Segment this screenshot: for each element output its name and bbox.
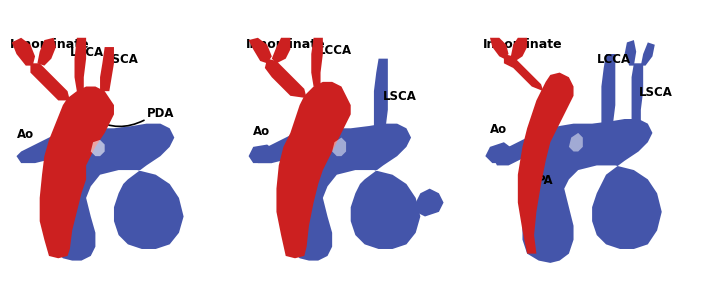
Polygon shape xyxy=(504,54,544,91)
Polygon shape xyxy=(272,38,290,63)
Polygon shape xyxy=(276,82,351,258)
Polygon shape xyxy=(253,124,420,261)
Polygon shape xyxy=(311,38,323,87)
Text: Ao: Ao xyxy=(490,123,507,136)
Text: LCCA: LCCA xyxy=(70,46,104,59)
Polygon shape xyxy=(77,110,91,128)
Text: PA: PA xyxy=(49,169,66,182)
Text: LSCA: LSCA xyxy=(383,90,417,103)
Polygon shape xyxy=(100,47,114,91)
Polygon shape xyxy=(37,38,56,66)
Polygon shape xyxy=(490,38,508,59)
Text: Innominate: Innominate xyxy=(9,38,89,51)
Polygon shape xyxy=(518,73,574,254)
Polygon shape xyxy=(332,138,346,156)
Text: LSCA: LSCA xyxy=(639,86,672,99)
Polygon shape xyxy=(631,63,643,128)
Polygon shape xyxy=(40,87,114,258)
Polygon shape xyxy=(74,38,86,91)
Polygon shape xyxy=(374,59,388,128)
Polygon shape xyxy=(91,140,104,156)
Text: Ao: Ao xyxy=(17,128,34,141)
Polygon shape xyxy=(30,63,70,100)
Polygon shape xyxy=(569,133,582,152)
Polygon shape xyxy=(641,42,654,66)
Polygon shape xyxy=(265,59,307,98)
Text: Innominate: Innominate xyxy=(246,38,326,51)
Text: Innominate: Innominate xyxy=(483,38,562,51)
Polygon shape xyxy=(12,38,35,66)
Text: PA: PA xyxy=(290,169,307,182)
Polygon shape xyxy=(248,38,272,63)
Polygon shape xyxy=(248,145,276,163)
Polygon shape xyxy=(492,119,662,263)
Polygon shape xyxy=(17,124,184,261)
Text: LSCA: LSCA xyxy=(104,53,138,66)
Polygon shape xyxy=(601,54,616,124)
Text: PA: PA xyxy=(536,174,553,187)
Text: LCCA: LCCA xyxy=(597,53,631,66)
Text: PDA: PDA xyxy=(146,107,174,120)
Text: LCCA: LCCA xyxy=(318,44,352,57)
Text: Ao: Ao xyxy=(253,125,270,138)
Polygon shape xyxy=(511,38,527,61)
Polygon shape xyxy=(485,142,513,163)
Polygon shape xyxy=(624,40,636,66)
Polygon shape xyxy=(415,189,444,216)
